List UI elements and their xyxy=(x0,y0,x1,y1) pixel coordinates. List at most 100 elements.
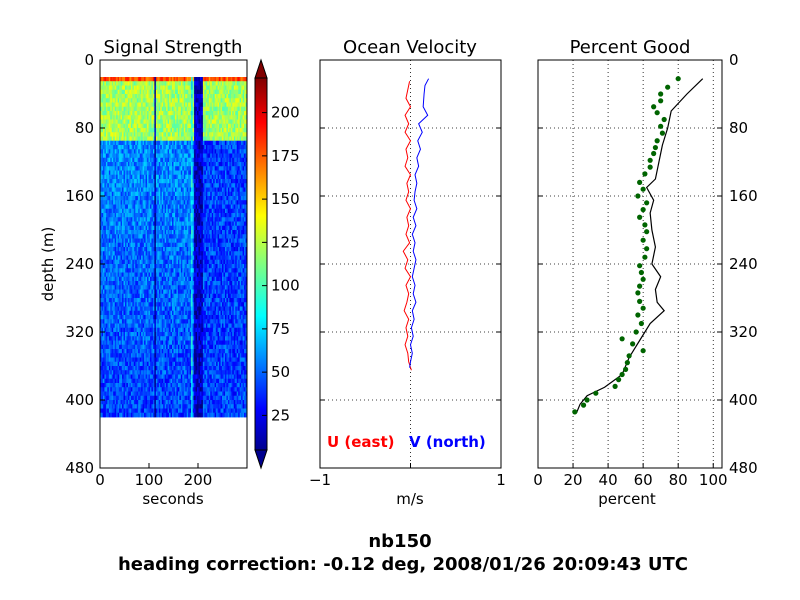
heatmap-cell xyxy=(188,128,191,133)
heatmap-cell xyxy=(104,204,107,210)
heatmap-cell xyxy=(235,149,238,154)
heatmap-cell xyxy=(176,77,179,82)
heatmap-cell xyxy=(232,285,235,290)
heatmap-cell xyxy=(105,77,108,82)
heatmap-cell xyxy=(166,77,169,82)
heatmap-cell xyxy=(185,94,188,99)
heatmap-cell xyxy=(142,234,145,239)
heatmap-cell xyxy=(224,204,227,210)
heatmap-cell xyxy=(129,174,132,180)
heatmap-cell xyxy=(208,94,211,99)
heatmap-cell xyxy=(110,230,113,235)
heatmap-cell xyxy=(145,174,148,180)
heatmap-cell xyxy=(101,77,104,82)
heatmap-cell xyxy=(152,136,155,142)
heatmap-cell xyxy=(141,247,144,252)
heatmap-cell xyxy=(149,179,152,184)
heatmap-cell xyxy=(105,285,108,290)
heatmap-cell xyxy=(157,140,160,146)
heatmap-cell xyxy=(154,98,157,103)
heatmap-cell xyxy=(113,200,116,205)
heatmap-cell xyxy=(151,247,154,252)
heatmap-cell xyxy=(158,191,161,197)
heatmap-cell xyxy=(172,204,174,210)
heatmap-cell xyxy=(100,234,102,239)
heatmap-cell xyxy=(102,196,105,201)
heatmap-cell xyxy=(214,149,217,154)
heatmap-cell xyxy=(236,268,239,273)
heatmap-cell xyxy=(188,264,191,269)
heatmap-cell xyxy=(199,157,202,163)
heatmap-cell xyxy=(204,281,207,286)
heatmap-cell xyxy=(235,217,238,222)
heatmap-cell xyxy=(151,196,154,201)
heatmap-cell xyxy=(205,140,208,146)
heatmap-cell xyxy=(233,213,236,218)
heatmap-cell xyxy=(185,183,188,188)
heatmap-cell xyxy=(217,187,220,193)
heatmap-cell xyxy=(217,94,220,99)
heatmap-cell xyxy=(174,238,177,244)
heatmap-cell xyxy=(235,174,238,180)
heatmap-cell xyxy=(124,204,127,210)
heatmap-cell xyxy=(136,179,139,184)
heatmap-cell xyxy=(144,225,146,231)
heatmap-cell xyxy=(224,213,227,218)
heatmap-cell xyxy=(147,208,149,214)
heatmap-cell xyxy=(129,230,132,235)
heatmap-cell xyxy=(111,217,114,222)
heatmap-cell xyxy=(238,225,241,231)
heatmap-cell xyxy=(199,225,202,231)
heatmap-cell xyxy=(232,136,235,142)
heatmap-cell xyxy=(148,247,151,252)
heatmap-cell xyxy=(167,132,170,137)
heatmap-cell xyxy=(216,230,218,235)
heatmap-cell xyxy=(222,268,224,273)
heatmap-cell xyxy=(183,259,186,265)
heatmap-cell xyxy=(186,281,189,286)
heatmap-cell xyxy=(235,268,238,273)
heatmap-cell xyxy=(133,247,136,252)
heatmap-cell xyxy=(157,200,160,205)
heatmap-cell xyxy=(179,251,182,256)
heatmap-cell xyxy=(132,94,135,99)
heatmap-cell xyxy=(138,149,141,154)
heatmap-cell xyxy=(239,221,242,227)
heatmap-cell xyxy=(141,136,144,142)
heatmap-cell xyxy=(152,208,155,214)
heatmap-cell xyxy=(222,106,224,112)
heatmap-cell xyxy=(173,255,176,261)
heatmap-cell xyxy=(117,81,120,86)
heatmap-cell xyxy=(192,111,195,116)
heatmap-cell xyxy=(173,196,176,201)
heatmap-cell xyxy=(148,272,151,278)
heatmap-cell xyxy=(151,81,154,86)
heatmap-cell xyxy=(226,281,229,286)
heatmap-cell xyxy=(135,234,138,239)
heatmap-cell xyxy=(216,115,218,120)
heatmap-cell xyxy=(141,149,144,154)
heatmap-cell xyxy=(158,221,161,227)
heatmap-cell xyxy=(211,102,214,108)
heatmap-cell xyxy=(186,149,189,154)
heatmap-cell xyxy=(122,119,124,125)
heatmap-cell xyxy=(226,115,229,120)
heatmap-cell xyxy=(185,191,188,197)
heatmap-cell xyxy=(180,106,183,112)
heatmap-cell xyxy=(220,234,223,239)
heatmap-cell xyxy=(164,268,167,273)
heatmap-cell xyxy=(160,106,163,112)
heatmap-cell xyxy=(154,238,157,244)
heatmap-cell xyxy=(124,242,127,248)
heatmap-cell xyxy=(133,98,136,103)
heatmap-cell xyxy=(138,272,141,278)
heatmap-cell xyxy=(116,268,119,273)
heatmap-cell xyxy=(126,204,129,210)
heatmap-cell xyxy=(192,238,195,244)
heatmap-cell xyxy=(194,140,196,146)
heatmap-cell xyxy=(164,281,167,286)
heatmap-cell xyxy=(216,276,218,282)
heatmap-cell xyxy=(177,162,180,167)
heatmap-cell xyxy=(183,285,186,290)
